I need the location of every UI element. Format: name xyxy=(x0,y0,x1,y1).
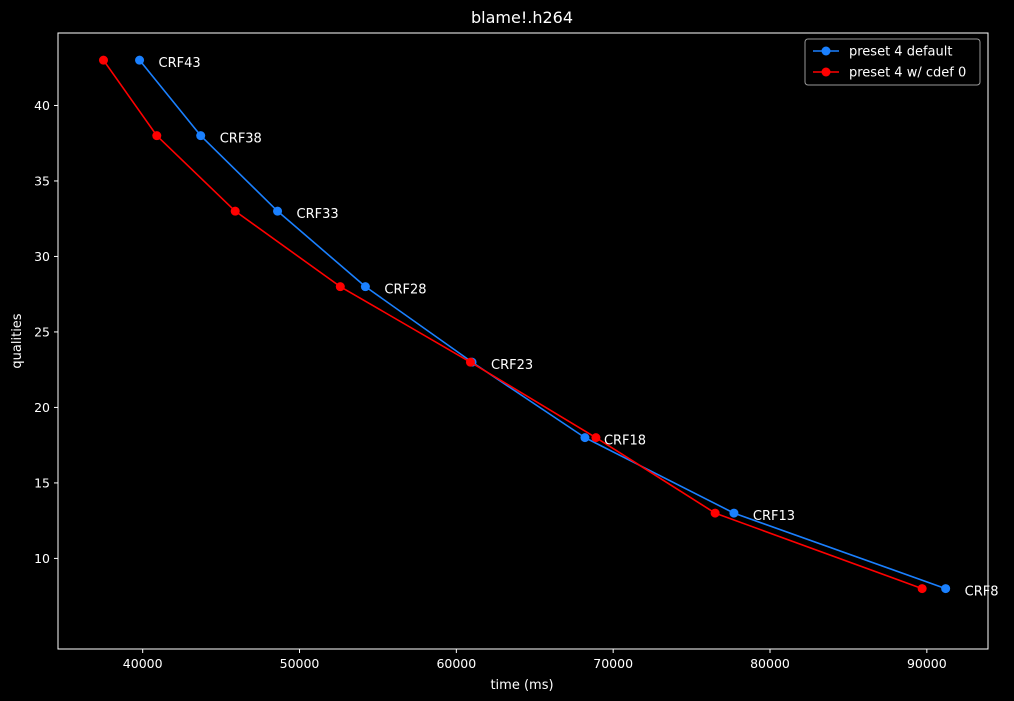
y-tick-label: 30 xyxy=(34,249,50,264)
point-annotations: CRF43 CRF38 CRF33 CRF28 CRF23 CRF18 CRF13 CRF8 xyxy=(159,56,999,599)
data-point xyxy=(941,584,951,594)
x-tick-label: 50000 xyxy=(280,656,320,671)
point-label: CRF18 xyxy=(604,434,646,449)
y-tick-label: 15 xyxy=(34,475,50,490)
data-point xyxy=(729,508,739,518)
data-point xyxy=(710,508,720,518)
point-label: CRF33 xyxy=(297,207,339,222)
data-point xyxy=(580,433,590,443)
legend: preset 4 default preset 4 w/ cdef 0 xyxy=(804,38,981,86)
x-axis-label: time (ms) xyxy=(490,678,553,693)
y-axis-label: qualities xyxy=(10,313,25,368)
chart-title: blame!.h264 xyxy=(471,8,573,27)
legend-item: preset 4 default xyxy=(813,45,952,60)
data-point xyxy=(917,584,927,594)
legend-label: preset 4 w/ cdef 0 xyxy=(849,66,966,81)
x-tick-label: 40000 xyxy=(123,656,163,671)
series-lines xyxy=(98,55,951,594)
data-point xyxy=(360,282,370,292)
y-tick-label: 20 xyxy=(34,400,50,415)
x-tick-label: 90000 xyxy=(907,656,947,671)
data-point xyxy=(273,206,283,216)
point-label: CRF23 xyxy=(491,358,533,373)
legend-marker xyxy=(821,67,831,77)
data-point xyxy=(335,282,345,292)
axis-ticks: 40000 50000 60000 70000 80000 90000 10 15 20 25 30… xyxy=(34,98,947,671)
data-point xyxy=(465,357,475,367)
legend-box xyxy=(804,38,981,86)
x-tick-label: 80000 xyxy=(750,656,790,671)
legend-item: preset 4 w/ cdef 0 xyxy=(813,66,966,81)
series-line xyxy=(138,59,946,590)
point-label: CRF38 xyxy=(220,132,262,147)
series-line xyxy=(102,59,923,590)
series-1 xyxy=(135,55,951,594)
data-point xyxy=(135,55,145,65)
y-tick-label: 25 xyxy=(34,324,50,339)
data-point xyxy=(591,433,601,443)
plot-frame xyxy=(57,32,989,650)
point-label: CRF28 xyxy=(384,283,426,298)
legend-label: preset 4 default xyxy=(849,45,952,60)
data-point xyxy=(98,55,108,65)
y-tick-label: 10 xyxy=(34,551,50,566)
x-tick-label: 60000 xyxy=(436,656,476,671)
data-point xyxy=(196,131,206,141)
y-tick-label: 35 xyxy=(34,173,50,188)
point-label: CRF13 xyxy=(753,509,795,524)
y-tick-label: 40 xyxy=(34,98,50,113)
legend-marker xyxy=(821,46,831,56)
data-point xyxy=(152,131,162,141)
point-label: CRF8 xyxy=(965,585,999,600)
data-point xyxy=(230,206,240,216)
series-2 xyxy=(98,55,927,594)
point-label: CRF43 xyxy=(159,56,201,71)
x-tick-label: 70000 xyxy=(593,656,633,671)
